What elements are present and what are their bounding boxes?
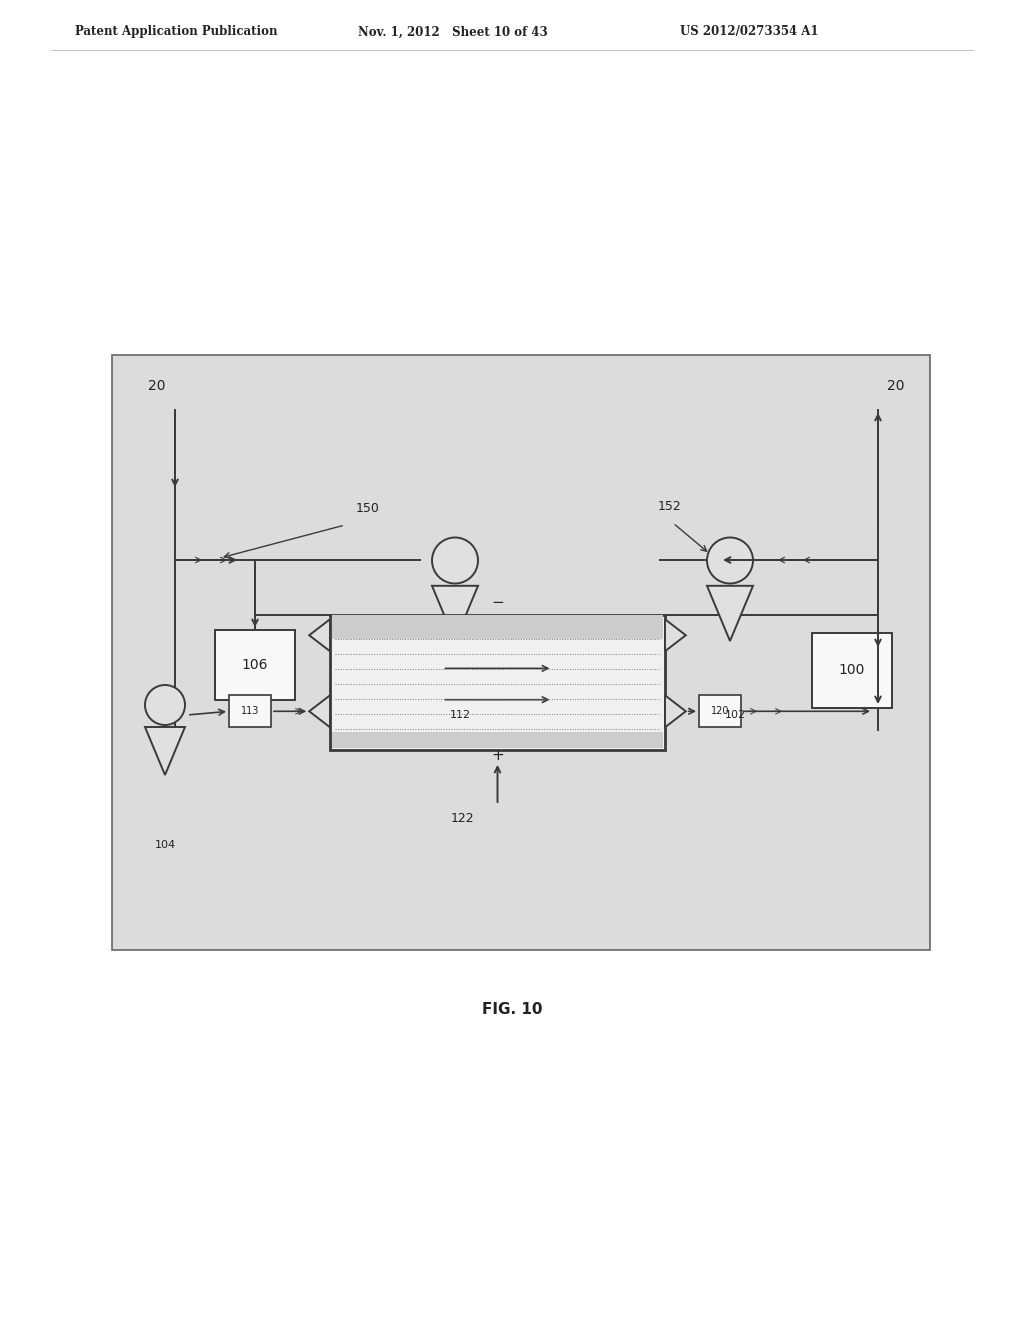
Polygon shape: [145, 727, 185, 775]
Text: 120: 120: [711, 706, 729, 717]
Text: Nov. 1, 2012   Sheet 10 of 43: Nov. 1, 2012 Sheet 10 of 43: [358, 25, 548, 38]
Text: 20: 20: [148, 379, 166, 393]
Text: −: −: [492, 595, 504, 610]
Text: 150: 150: [356, 502, 380, 515]
Bar: [229, 696, 271, 727]
Text: 122: 122: [451, 812, 474, 825]
Polygon shape: [707, 586, 753, 642]
Bar: [332, 731, 663, 748]
Polygon shape: [432, 586, 478, 642]
Text: 106: 106: [242, 657, 268, 672]
Bar: [699, 696, 741, 727]
Bar: [330, 615, 665, 750]
Polygon shape: [665, 696, 686, 727]
Text: 104: 104: [155, 840, 175, 850]
Text: +: +: [492, 748, 504, 763]
Text: 100: 100: [839, 663, 865, 677]
Text: US 2012/0273354 A1: US 2012/0273354 A1: [680, 25, 818, 38]
Bar: [112, 355, 930, 950]
Text: 20: 20: [887, 379, 905, 393]
Text: 112: 112: [450, 710, 471, 719]
Text: Patent Application Publication: Patent Application Publication: [75, 25, 278, 38]
Polygon shape: [309, 619, 330, 651]
Circle shape: [707, 537, 753, 583]
Text: FIG. 10: FIG. 10: [481, 1002, 543, 1018]
Text: 102: 102: [724, 710, 745, 719]
Text: 152: 152: [658, 500, 682, 513]
Circle shape: [145, 685, 185, 725]
Bar: [215, 630, 295, 700]
Bar: [812, 632, 892, 708]
Circle shape: [432, 537, 478, 583]
Polygon shape: [309, 696, 330, 727]
Polygon shape: [665, 619, 686, 651]
Bar: [332, 615, 663, 639]
Text: 113: 113: [241, 706, 259, 717]
